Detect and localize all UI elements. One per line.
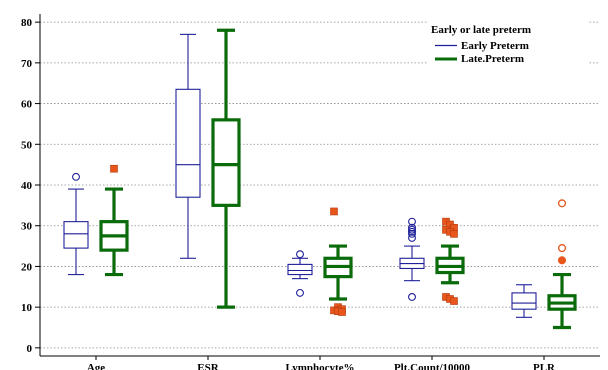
outlier-late-preterm-plt-count-10000-8 [450,297,458,305]
y-tick-label-80: 80 [21,17,33,29]
outlier-early-preterm-plt-count-10000-6 [408,293,416,301]
box-early-preterm-lymphocyte [287,263,313,276]
y-axis-ticks: 0 10 20 30 40 50 60 70 80 [21,17,40,355]
x-tick-label-lymphocyte: Lymphocyte% [285,362,354,370]
legend-title: Early or late preterm [431,24,531,36]
series-early-preterm [63,33,537,318]
y-tick-label-20: 20 [21,261,33,273]
outlier-early-preterm-lymphocyte-0 [296,250,304,259]
outlier-early-preterm-plt-count-10000-3 [408,227,416,236]
y-tick-label-0: 0 [27,343,33,355]
outlier-late-preterm-plr-0 [557,199,567,208]
box-late-preterm-esr [211,118,241,207]
legend-label-early-preterm: Early Preterm [461,40,529,52]
box-early-preterm-plr [511,292,537,310]
outlier-late-preterm-age-0 [110,164,118,173]
x-axis-category-labels: Age ESR Lymphocyte% Plt.Count/10000 PLR [87,356,556,370]
outlier-early-preterm-plt-count-10000-5 [408,233,416,242]
y-tick-label-60: 60 [21,99,33,111]
box-early-preterm-age [63,221,89,249]
x-tick-label-plr: PLR [533,362,556,370]
outlier-early-preterm-lymphocyte-1 [296,288,304,297]
outlier-early-preterm-plt-count-10000-0 [408,217,416,226]
outlier-late-preterm-plr-2 [557,256,567,265]
outlier-late-preterm-plr-1 [557,244,567,253]
outlier-early-preterm-age-0 [72,172,80,181]
outlier-late-preterm-plt-count-10000-5 [450,230,458,238]
outlier-late-preterm-lymphocyte-5 [338,308,346,316]
y-tick-label-40: 40 [21,180,33,192]
x-tick-label-age: Age [87,362,105,370]
box-early-preterm-esr [175,88,201,198]
outlier-early-preterm-plt-count-10000-2 [408,225,416,234]
y-tick-label-30: 30 [21,221,33,233]
legend-label-late-preterm: Late.Preterm [461,53,524,65]
y-tick-label-70: 70 [21,58,33,70]
box-series [63,28,577,330]
y-tick-label-10: 10 [21,302,33,314]
outlier-early-preterm-plt-count-10000-4 [408,229,416,238]
outlier-late-preterm-lymphocyte-0 [330,207,338,216]
legend: Early or late preterm Early Preterm Late… [428,20,588,68]
series-late-preterm [99,28,577,330]
outlier-early-preterm-plt-count-10000-1 [408,223,416,232]
x-tick-label-esr: ESR [197,362,219,370]
x-tick-label-plt-count-10000: Plt.Count/10000 [394,362,471,370]
y-tick-label-50: 50 [21,139,33,151]
